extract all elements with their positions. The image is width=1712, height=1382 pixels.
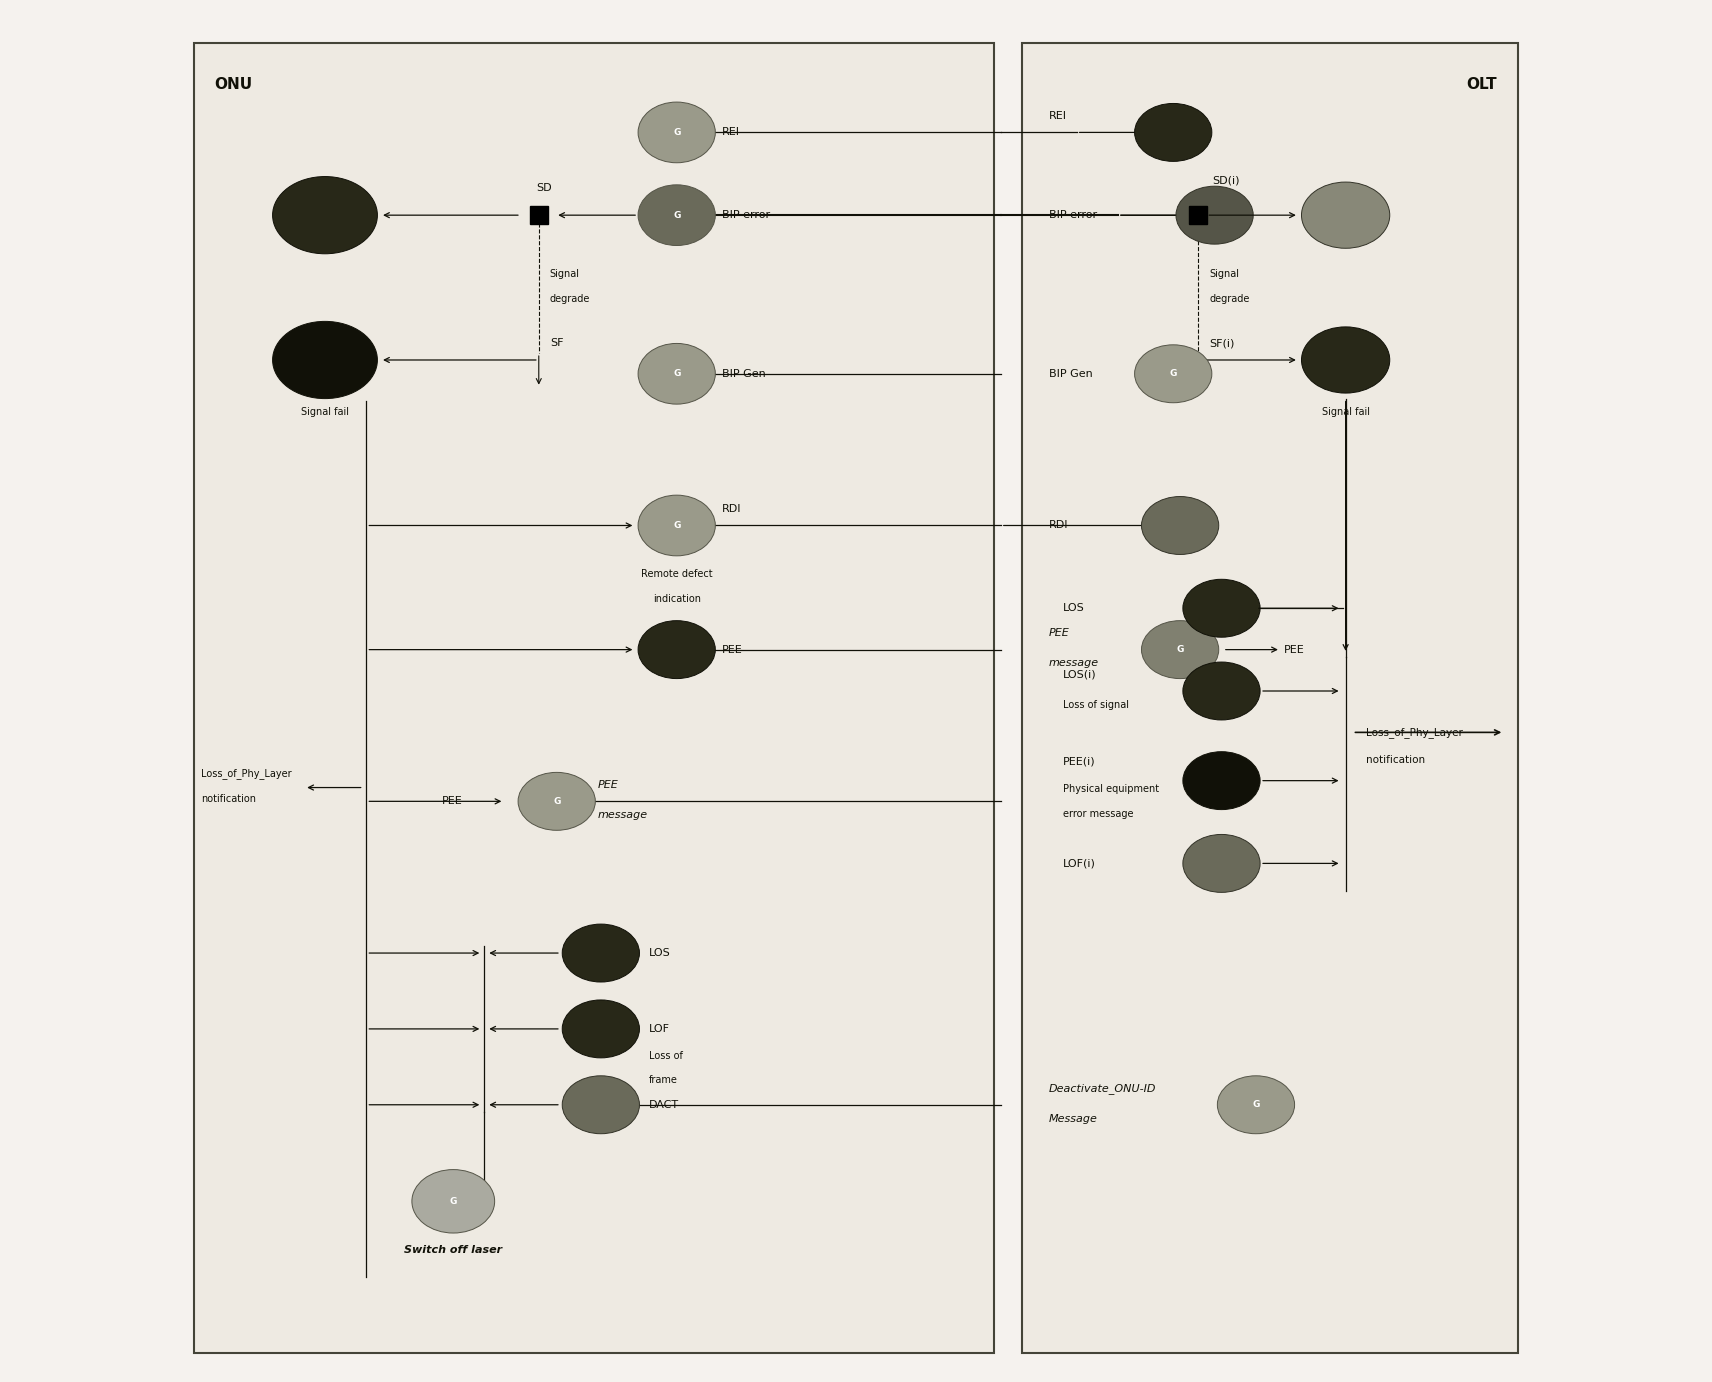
Text: message: message bbox=[597, 810, 649, 820]
Text: G: G bbox=[673, 129, 680, 137]
Ellipse shape bbox=[639, 495, 716, 556]
Text: Switch off laser: Switch off laser bbox=[404, 1245, 502, 1255]
Text: ONU: ONU bbox=[214, 77, 253, 93]
Ellipse shape bbox=[639, 344, 716, 404]
Ellipse shape bbox=[639, 621, 716, 679]
Ellipse shape bbox=[1142, 496, 1219, 554]
Text: G: G bbox=[1176, 645, 1183, 654]
Text: SD: SD bbox=[536, 182, 551, 192]
Ellipse shape bbox=[562, 1001, 640, 1057]
Ellipse shape bbox=[413, 1169, 495, 1233]
Text: BIP error: BIP error bbox=[1049, 210, 1097, 220]
Ellipse shape bbox=[272, 322, 377, 398]
Ellipse shape bbox=[1142, 621, 1219, 679]
Text: DACT: DACT bbox=[649, 1100, 680, 1110]
Text: BIP error: BIP error bbox=[722, 210, 770, 220]
Bar bbox=[1190, 206, 1207, 224]
Bar bbox=[193, 43, 995, 1353]
Ellipse shape bbox=[639, 185, 716, 246]
Text: Message: Message bbox=[1049, 1114, 1097, 1124]
Text: BIP Gen: BIP Gen bbox=[722, 369, 765, 379]
Bar bbox=[529, 206, 548, 224]
Text: PEE: PEE bbox=[1284, 644, 1305, 655]
Text: LOS: LOS bbox=[1063, 604, 1085, 614]
Text: Signal fail: Signal fail bbox=[1322, 408, 1370, 417]
Ellipse shape bbox=[1183, 752, 1260, 810]
Text: SF(i): SF(i) bbox=[1209, 339, 1234, 348]
Ellipse shape bbox=[562, 1075, 640, 1133]
Text: OLT: OLT bbox=[1467, 77, 1498, 93]
Text: G: G bbox=[1251, 1100, 1260, 1110]
Text: error message: error message bbox=[1063, 808, 1133, 818]
Text: Deactivate_ONU-ID: Deactivate_ONU-ID bbox=[1049, 1082, 1157, 1093]
Text: G: G bbox=[673, 210, 680, 220]
Text: G: G bbox=[673, 369, 680, 379]
Text: Remote defect: Remote defect bbox=[640, 569, 712, 579]
Text: Signal: Signal bbox=[1209, 268, 1239, 279]
Ellipse shape bbox=[1135, 346, 1212, 402]
Ellipse shape bbox=[1217, 1075, 1294, 1133]
Ellipse shape bbox=[519, 773, 596, 831]
Text: RDI: RDI bbox=[1049, 521, 1068, 531]
Text: REI: REI bbox=[722, 127, 740, 137]
Ellipse shape bbox=[272, 177, 377, 254]
Ellipse shape bbox=[1183, 579, 1260, 637]
Text: PEE(i): PEE(i) bbox=[1063, 756, 1096, 767]
Ellipse shape bbox=[1183, 662, 1260, 720]
Text: G: G bbox=[1169, 369, 1176, 379]
Text: notification: notification bbox=[200, 793, 255, 803]
Text: Loss_of_Phy_Layer: Loss_of_Phy_Layer bbox=[1366, 727, 1464, 738]
Text: G: G bbox=[553, 797, 560, 806]
Text: PEE: PEE bbox=[597, 779, 618, 789]
Text: Signal fail: Signal fail bbox=[301, 408, 349, 417]
Text: PEE: PEE bbox=[1049, 627, 1070, 638]
Text: LOF: LOF bbox=[649, 1024, 669, 1034]
Text: SD(i): SD(i) bbox=[1212, 176, 1239, 185]
Text: Loss of: Loss of bbox=[649, 1052, 683, 1061]
Text: notification: notification bbox=[1366, 755, 1426, 766]
Text: Physical equipment: Physical equipment bbox=[1063, 784, 1159, 793]
Ellipse shape bbox=[1176, 187, 1253, 245]
Ellipse shape bbox=[1135, 104, 1212, 162]
Text: G: G bbox=[450, 1197, 457, 1206]
Bar bbox=[1022, 43, 1519, 1353]
Text: Loss of signal: Loss of signal bbox=[1063, 699, 1128, 710]
Text: message: message bbox=[1049, 658, 1099, 669]
Text: Signal: Signal bbox=[550, 268, 580, 279]
Text: degrade: degrade bbox=[1209, 293, 1250, 304]
Text: degrade: degrade bbox=[550, 293, 591, 304]
Text: RDI: RDI bbox=[722, 504, 741, 514]
Text: G: G bbox=[673, 521, 680, 529]
Ellipse shape bbox=[1301, 182, 1390, 249]
Text: frame: frame bbox=[649, 1075, 678, 1085]
Text: indication: indication bbox=[652, 594, 700, 604]
Ellipse shape bbox=[1183, 835, 1260, 893]
Text: LOS: LOS bbox=[649, 948, 671, 958]
Text: BIP Gen: BIP Gen bbox=[1049, 369, 1092, 379]
Text: LOS(i): LOS(i) bbox=[1063, 669, 1096, 680]
Ellipse shape bbox=[562, 925, 640, 983]
Text: SF: SF bbox=[550, 339, 563, 348]
Text: REI: REI bbox=[1049, 111, 1067, 120]
Text: Loss_of_Phy_Layer: Loss_of_Phy_Layer bbox=[200, 768, 291, 779]
Text: LOF(i): LOF(i) bbox=[1063, 858, 1096, 868]
Ellipse shape bbox=[639, 102, 716, 163]
Ellipse shape bbox=[1301, 328, 1390, 392]
Text: PEE: PEE bbox=[442, 796, 462, 806]
Text: PEE: PEE bbox=[722, 644, 743, 655]
